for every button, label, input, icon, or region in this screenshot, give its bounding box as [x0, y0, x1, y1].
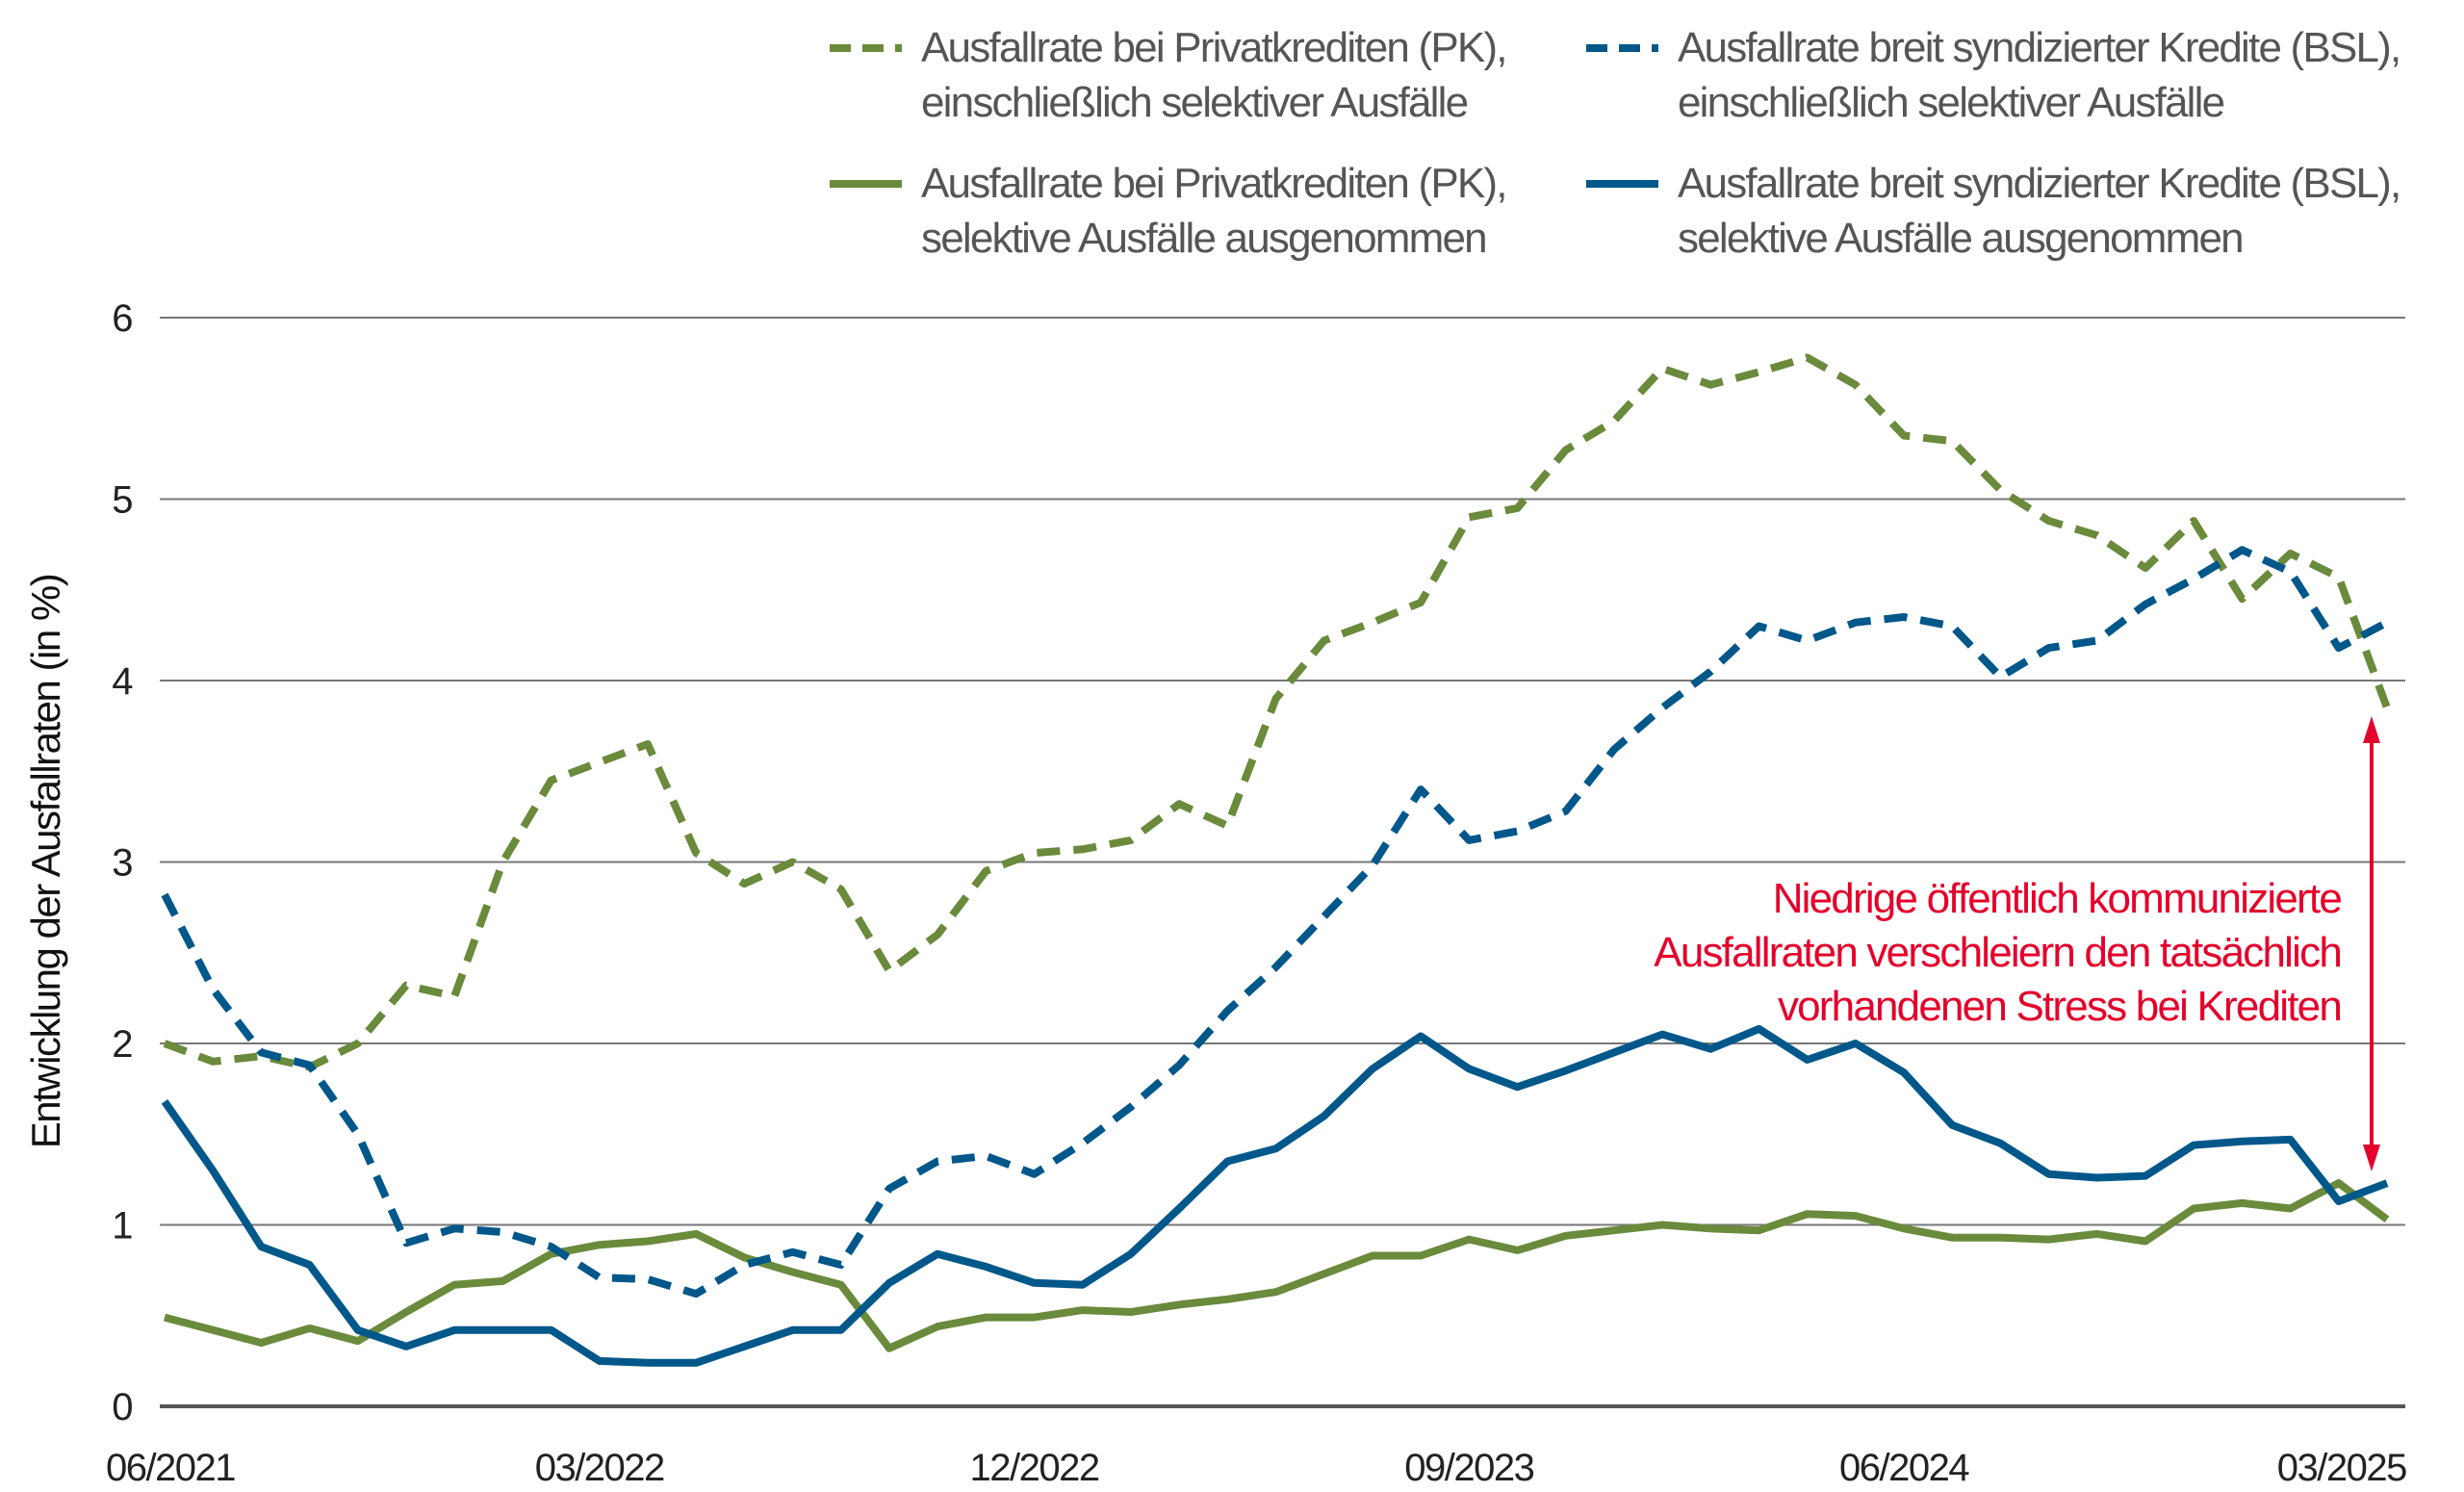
y-tick-label: 0 — [112, 1386, 132, 1428]
series-line — [163, 1179, 2390, 1352]
y-tick-label: 1 — [112, 1205, 132, 1248]
y-tick-label: 2 — [112, 1023, 132, 1066]
legend-item-pk-excl: Ausfallrate bei Privatkrediten (PK), sel… — [830, 160, 1508, 262]
y-tick-label: 3 — [112, 842, 132, 885]
x-axis-ticks: 06/2021 03/2022 12/2022 09/2023 06/2024 03/20… — [106, 1447, 2408, 1489]
legend-item-bsl-incl: Ausfallrate breit syndizierter Kredite (… — [1586, 24, 2401, 126]
y-tick-label: 6 — [112, 297, 132, 340]
series-2-solid — [163, 1179, 2390, 1352]
annotation-line: vorhandenen Stress bei Krediten — [1778, 983, 2341, 1030]
legend-label: Ausfallrate breit syndizierter Kredite (… — [1678, 24, 2400, 71]
legend-item-bsl-excl: Ausfallrate breit syndizierter Kredite (… — [1586, 160, 2401, 262]
y-axis-label: Entwicklung der Ausfallraten (in %) — [23, 575, 68, 1148]
series-1-dashed — [161, 546, 2389, 1299]
series-lines — [161, 353, 2391, 1367]
series-0-dashed — [163, 353, 2391, 1071]
legend-item-pk-incl: Ausfallrate bei Privatkrediten (PK), ein… — [830, 24, 1508, 126]
series-line — [163, 353, 2391, 1071]
series-3-solid — [161, 1024, 2389, 1367]
annotation: Niedrige öffentlich kommunizierte Ausfal… — [1654, 716, 2380, 1171]
x-tick-label: 12/2022 — [969, 1447, 1098, 1489]
legend-label: Ausfallrate bei Privatkrediten (PK), — [921, 160, 1506, 207]
gridlines — [160, 317, 2405, 1408]
legend-label: selektive Ausfälle ausgenommen — [1678, 215, 2243, 262]
x-tick-label: 03/2022 — [535, 1447, 664, 1489]
legend-label: selektive Ausfälle ausgenommen — [921, 215, 1486, 262]
x-tick-label: 06/2021 — [106, 1447, 235, 1489]
series-line — [161, 546, 2389, 1299]
annotation-line: Ausfallraten verschleiern den tatsächlic… — [1654, 929, 2341, 976]
legend-label: Ausfallrate bei Privatkrediten (PK), — [921, 24, 1506, 71]
legend: Ausfallrate bei Privatkrediten (PK), ein… — [830, 24, 2401, 262]
y-tick-label: 5 — [112, 479, 132, 522]
x-tick-label: 06/2024 — [1839, 1447, 1969, 1489]
double-arrow-icon — [2363, 716, 2380, 1171]
y-axis-ticks: 0 1 2 3 4 5 6 — [112, 297, 135, 1428]
series-line — [161, 1024, 2389, 1367]
x-tick-label: 09/2023 — [1404, 1447, 1533, 1489]
legend-label: einschließlich selektiver Ausfälle — [1678, 79, 2224, 126]
legend-label: Ausfallrate breit syndizierter Kredite (… — [1678, 160, 2400, 207]
y-tick-label: 4 — [112, 660, 133, 703]
x-tick-label: 03/2025 — [2277, 1447, 2406, 1489]
legend-label: einschließlich selektiver Ausfälle — [921, 79, 1468, 126]
annotation-line: Niedrige öffentlich kommunizierte — [1773, 875, 2342, 922]
